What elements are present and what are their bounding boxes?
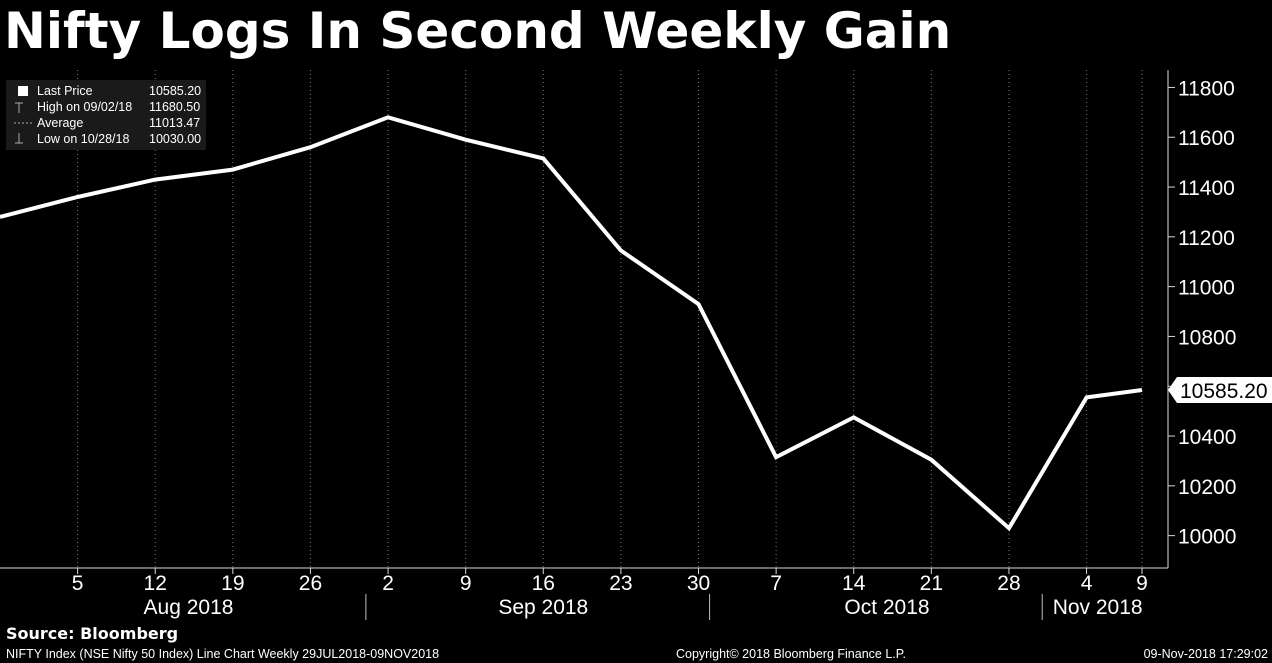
x-tick-label: 16: [532, 572, 555, 595]
legend-name: Low on 10/28/18: [37, 132, 130, 146]
legend-value: 10585.20: [149, 84, 202, 98]
x-tick-label: 28: [997, 572, 1020, 595]
last-price-tag: 10585.20: [1168, 376, 1272, 403]
x-tick-label: 26: [299, 572, 322, 595]
month-label: Nov 2018: [1053, 596, 1143, 619]
timestamp-footer: 09-Nov-2018 17:29:02: [1143, 647, 1268, 661]
legend-item-low: Low on 10/28/18 10030.00: [6, 131, 206, 147]
x-tick-label: 19: [221, 572, 244, 595]
month-label: Sep 2018: [498, 596, 588, 619]
x-tick-label: 5: [72, 572, 84, 595]
y-tick-label: 10400: [1178, 426, 1236, 449]
legend-name: High on 09/02/18: [37, 100, 133, 114]
x-tick-label: 2: [382, 572, 394, 595]
last-price-series-line: [0, 115, 1143, 532]
y-tick-label: 11600: [1178, 127, 1235, 150]
x-axis-ticks: 5 12 19 26 2 9 16 23 30 7 14 21 28 4 9: [72, 568, 1148, 595]
copyright-footer: Copyright© 2018 Bloomberg Finance L.P.: [676, 647, 906, 661]
vertical-gridlines: [77, 70, 1143, 568]
last-price-tag-label: 10585.20: [1180, 380, 1268, 403]
axes: [0, 70, 1169, 569]
average-marker-icon: [12, 117, 34, 129]
x-tick-label: 12: [144, 572, 167, 595]
y-tick-label: 11200: [1178, 227, 1235, 250]
x-tick-label: 4: [1081, 572, 1093, 595]
x-tick-label: 21: [920, 572, 943, 595]
y-tick-label: 10800: [1178, 326, 1236, 349]
x-tick-label: 30: [687, 572, 710, 595]
legend-value: 10030.00: [149, 132, 202, 146]
month-labels: Aug 2018 Sep 2018 Oct 2018 Nov 2018: [144, 594, 1143, 620]
last-price-tag-shape: [1168, 376, 1272, 403]
month-label: Aug 2018: [144, 596, 234, 619]
high-marker-icon: [12, 101, 24, 113]
month-label: Oct 2018: [844, 596, 929, 619]
y-tick-label: 11400: [1178, 177, 1235, 200]
x-tick-label: 23: [609, 572, 632, 595]
chart-description-footer: NIFTY Index (NSE Nifty 50 Index) Line Ch…: [6, 647, 440, 661]
x-tick-label: 7: [770, 572, 782, 595]
y-tick-label: 11000: [1178, 277, 1235, 300]
x-tick-label: 9: [1136, 572, 1148, 595]
y-tick-label: 10000: [1178, 526, 1236, 549]
chart-title: Nifty Logs In Second Weekly Gain: [4, 2, 952, 60]
legend-name: Last Price: [37, 84, 93, 98]
legend-name: Average: [37, 116, 84, 130]
y-tick-label: 10200: [1178, 476, 1236, 499]
legend-value: 11680.50: [149, 100, 201, 114]
y-tick-label: 11800: [1178, 77, 1235, 100]
y-axis-ticks: 1000010200104001060010800110001120011400…: [1168, 77, 1236, 549]
legend-box: Last Price 10585.20 High on 09/02/18 116…: [6, 80, 206, 150]
x-tick-label: 9: [460, 572, 472, 595]
white-square-icon: [18, 86, 28, 96]
x-tick-label: 14: [842, 572, 866, 595]
legend-item-high: High on 09/02/18 11680.50: [6, 99, 206, 115]
legend-value: 11013.47: [149, 116, 201, 130]
legend-item-average: Average 11013.47: [6, 115, 206, 131]
low-marker-icon: [12, 133, 24, 145]
source-label: Source: Bloomberg: [6, 624, 179, 643]
legend-item-last-price: Last Price 10585.20: [6, 83, 206, 99]
